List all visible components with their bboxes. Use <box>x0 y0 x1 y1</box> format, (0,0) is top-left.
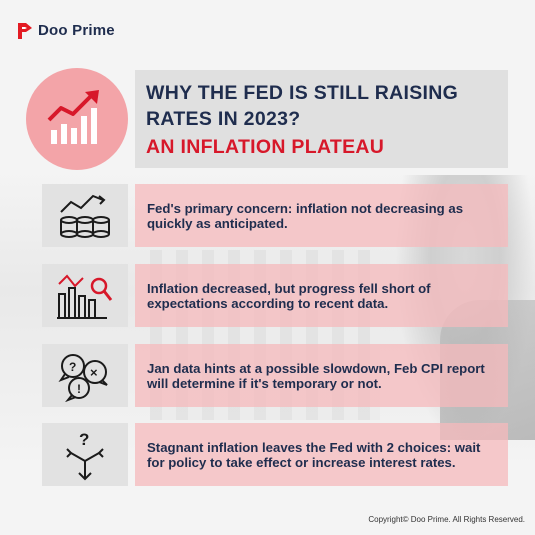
row-3-text-box: Jan data hints at a possible slowdown, F… <box>135 344 508 407</box>
row-3-icon-box: ? × ! <box>42 344 128 407</box>
svg-text:?: ? <box>69 360 76 374</box>
title-subtitle: AN INFLATION PLATEAU <box>146 136 385 158</box>
row-4-icon-box: ? <box>42 423 128 486</box>
title-panel <box>135 70 508 168</box>
svg-text:!: ! <box>77 382 81 396</box>
title-line-1: WHY THE FED IS STILL RAISING <box>146 82 459 104</box>
row-2-text-box: Inflation decreased, but progress fell s… <box>135 264 508 327</box>
title-line-2: RATES IN 2023? <box>146 108 301 130</box>
row-3-text: Jan data hints at a possible slowdown, F… <box>147 360 485 391</box>
crossroads-question-icon: ? <box>66 430 104 481</box>
chart-coins-icon <box>60 194 110 238</box>
growth-chart-icon <box>47 90 99 144</box>
bar-chart-magnifier-icon <box>57 274 113 319</box>
row-2-text: Inflation decreased, but progress fell s… <box>147 280 431 311</box>
brand-name: Doo Prime <box>38 22 115 39</box>
row-4-text-box: Stagnant inflation leaves the Fed with 2… <box>135 423 508 486</box>
row-1-text-box: Fed's primary concern: inflation not dec… <box>135 184 508 247</box>
chat-bubbles-icon: ? × ! <box>58 354 108 402</box>
hero-badge <box>26 68 128 170</box>
row-4-text: Stagnant inflation leaves the Fed with 2… <box>147 439 481 470</box>
row-2-icon-box <box>42 264 128 327</box>
brand-logo: Doo Prime <box>18 22 115 39</box>
copyright-notice: Copyright© Doo Prime. All Rights Reserve… <box>368 515 525 524</box>
doo-prime-logo-icon <box>18 22 32 39</box>
svg-text:?: ? <box>79 430 89 449</box>
row-1-text: Fed's primary concern: inflation not dec… <box>147 200 464 231</box>
svg-text:×: × <box>90 365 98 380</box>
row-1-icon-box <box>42 184 128 247</box>
